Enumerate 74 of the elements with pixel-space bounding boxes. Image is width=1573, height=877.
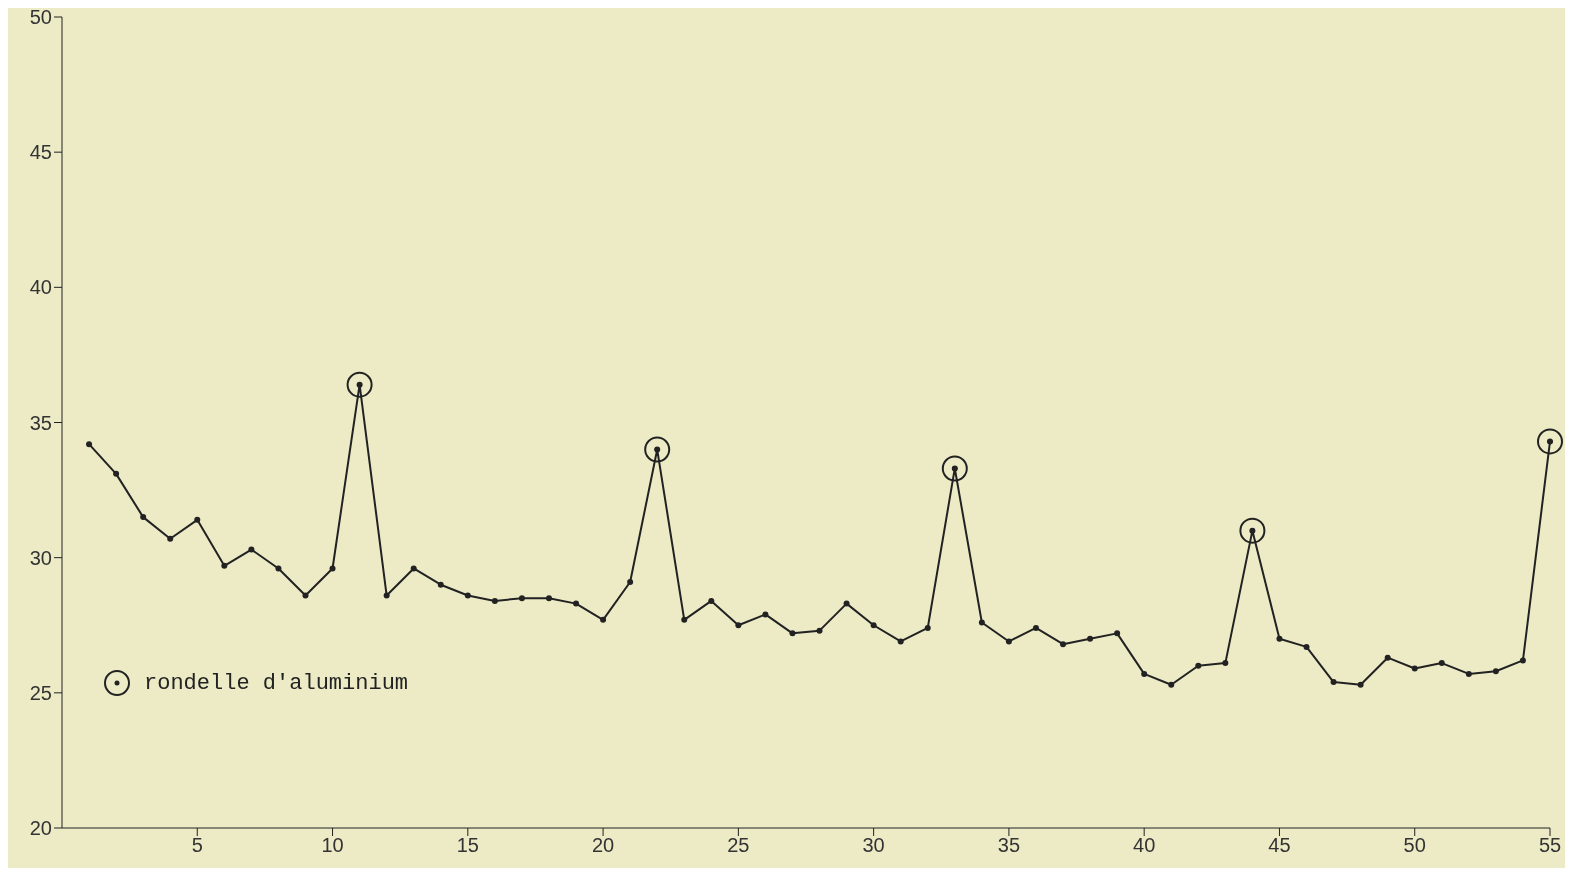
point [221, 562, 228, 569]
point [1114, 630, 1121, 637]
x-tick-label: 15 [456, 834, 479, 857]
point [437, 581, 444, 588]
point [600, 616, 607, 623]
y-tick-label: 25 [29, 681, 52, 704]
point [627, 579, 634, 585]
point [346, 371, 373, 398]
point [1330, 679, 1337, 686]
point [1032, 624, 1039, 631]
point [1087, 635, 1094, 642]
point [491, 597, 498, 604]
point [708, 597, 715, 604]
point [275, 565, 282, 572]
point [1005, 638, 1012, 645]
point [644, 436, 671, 463]
point [1303, 643, 1310, 650]
point [1438, 660, 1445, 667]
point [1492, 668, 1499, 675]
point [1141, 670, 1148, 677]
x-tick-label: 5 [191, 834, 203, 857]
x-tick-label: 40 [1133, 834, 1156, 857]
point [545, 595, 552, 602]
y-tick-label: 30 [29, 546, 52, 569]
x-tick-label: 55 [1538, 834, 1562, 857]
x-tick-label: 35 [997, 834, 1021, 857]
point [789, 630, 796, 637]
y-tick-label: 50 [29, 6, 52, 29]
point [194, 516, 201, 523]
point [762, 611, 769, 618]
point [86, 441, 93, 448]
point [897, 638, 904, 645]
point [464, 592, 471, 599]
point [1222, 660, 1229, 667]
point [870, 622, 877, 629]
x-tick-label: 45 [1268, 834, 1291, 857]
point [1239, 517, 1266, 544]
point [573, 600, 580, 607]
point [113, 470, 120, 477]
y-tick-label: 40 [29, 276, 52, 299]
point [140, 514, 147, 521]
x-tick-label: 50 [1403, 834, 1426, 857]
point [410, 565, 417, 572]
point [941, 455, 968, 482]
x-tick-label: 30 [862, 834, 885, 857]
point [1384, 654, 1391, 661]
point [302, 592, 309, 599]
point [1357, 681, 1364, 688]
point [518, 595, 525, 602]
point [383, 592, 390, 599]
point [735, 622, 742, 629]
point [1537, 428, 1563, 455]
point [1060, 641, 1067, 648]
legend-label: rondelle d'aluminium [144, 670, 409, 696]
point [248, 546, 255, 553]
point [1276, 635, 1283, 642]
point [1411, 665, 1418, 672]
point [1465, 670, 1472, 677]
point [843, 600, 850, 607]
point [329, 565, 336, 572]
point [1168, 681, 1175, 688]
point [816, 627, 823, 634]
y-tick-label: 35 [29, 411, 52, 434]
x-tick-label: 25 [727, 834, 750, 857]
point [1195, 662, 1202, 669]
point [1519, 657, 1526, 664]
point [681, 616, 688, 623]
point [924, 624, 931, 631]
x-tick-label: 10 [321, 834, 344, 857]
point [978, 619, 985, 626]
x-tick-label: 20 [591, 834, 615, 857]
point [167, 535, 174, 542]
y-tick-label: 20 [29, 817, 52, 840]
y-tick-label: 45 [29, 141, 52, 164]
